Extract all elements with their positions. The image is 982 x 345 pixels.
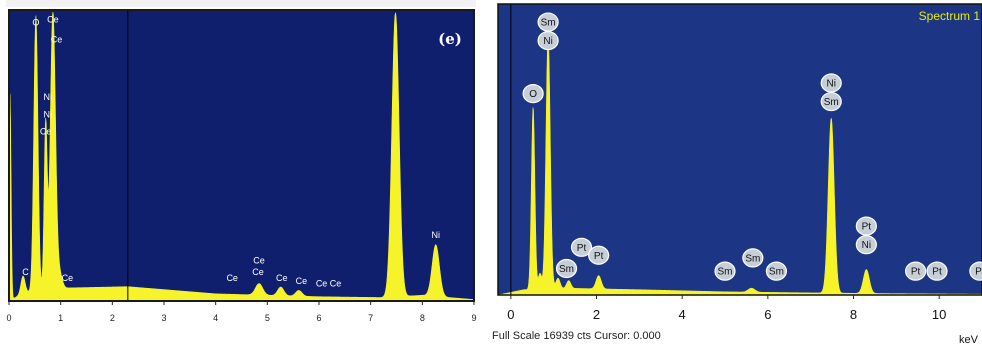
x-tick-label: 10 xyxy=(932,307,946,322)
element-label-bubble: Sm xyxy=(555,258,578,279)
x-axis-label: keV xyxy=(959,334,979,345)
x-tick-label: 3 xyxy=(161,313,166,323)
element-label-bubble: Sm xyxy=(765,261,788,281)
element-label: Ce xyxy=(51,35,63,45)
spectrum-area xyxy=(497,34,982,296)
element-label: Ce xyxy=(296,276,308,286)
bubble-shape xyxy=(742,248,764,268)
bubble-shape xyxy=(855,235,877,255)
bubble-shape xyxy=(522,83,544,104)
element-label: Ni xyxy=(543,36,552,47)
element-label-bubble: Pt xyxy=(570,237,593,257)
element-label: Ce xyxy=(330,279,342,289)
element-label: O xyxy=(32,17,39,27)
element-label-bubble: Ni xyxy=(855,235,877,255)
element-label: Ce xyxy=(62,273,74,283)
x-tick-label: 2 xyxy=(593,307,600,322)
element-label: Sm xyxy=(824,97,839,108)
bubble-shape xyxy=(537,30,559,51)
element-label: Sm xyxy=(541,18,556,29)
element-label-bubble: Pt xyxy=(588,245,610,265)
element-label: O xyxy=(529,89,537,100)
x-tick-label: 4 xyxy=(213,313,218,323)
element-label: Pt xyxy=(862,222,872,233)
element-label: Ce xyxy=(316,279,328,289)
plot-frame xyxy=(497,3,982,296)
plot-background xyxy=(498,4,982,295)
element-label: Pt xyxy=(975,267,982,278)
element-label-bubble: Sm xyxy=(742,248,764,268)
element-label: Pt xyxy=(577,243,587,254)
element-label: Ce xyxy=(47,15,59,25)
bubble-shape xyxy=(969,261,982,281)
element-label: Ce xyxy=(252,267,264,277)
spectrum-area xyxy=(8,11,475,302)
element-label: Ni xyxy=(44,92,53,102)
element-label-bubble: Sm xyxy=(537,12,559,32)
element-label: Sm xyxy=(559,264,574,275)
x-tick-label: 0 xyxy=(507,307,514,322)
left-eds-spectrum-panel: 0 1 2 3 4 5 6 7 8 9 O Ce Ce Ni Ni Ce C Ce Ce Ce Ce Ce Ce Ce Ce Ni… xyxy=(0,0,482,335)
header-strip xyxy=(6,0,476,7)
element-label-bubble: Pt xyxy=(926,261,948,281)
bubble-shape xyxy=(555,258,578,279)
element-label: Ni xyxy=(862,240,871,251)
element-label-bubble: Ni xyxy=(537,30,559,51)
element-label-bubble: Pt xyxy=(969,261,982,281)
plot-background xyxy=(9,10,474,301)
element-label-bubble: Sm xyxy=(714,261,736,281)
element-label: Sm xyxy=(745,253,760,264)
right-eds-spectrum-panel: 0246810SmNiOPtPtSmSmSmSmNiSmPtNiPtPtPtSp… xyxy=(492,0,982,345)
element-label-bubble: Pt xyxy=(855,216,877,236)
element-label: Pt xyxy=(911,267,921,278)
element-label-bubble: Pt xyxy=(905,261,927,281)
x-tick-label: 4 xyxy=(679,307,686,322)
element-label: Ce xyxy=(253,256,265,266)
x-tick-label: 0 xyxy=(6,313,11,323)
x-tick-label: 7 xyxy=(368,313,373,323)
element-label: C xyxy=(22,267,29,277)
element-label: Pt xyxy=(932,267,942,278)
x-tick-label: 2 xyxy=(110,313,115,323)
element-label: Sm xyxy=(769,267,784,278)
element-label-bubble: O xyxy=(522,83,544,104)
x-tick-label: 8 xyxy=(420,313,425,323)
x-tick-label: 8 xyxy=(850,307,857,322)
bubble-shape xyxy=(926,261,948,281)
bubble-shape xyxy=(714,261,736,281)
element-label: Sm xyxy=(718,267,733,278)
x-tick-label: 6 xyxy=(764,307,771,322)
bubble-shape xyxy=(905,261,927,281)
x-tick-label: 1 xyxy=(58,313,63,323)
x-tick-label: 6 xyxy=(316,313,321,323)
bubble-shape xyxy=(765,261,788,281)
plot-frame xyxy=(8,9,475,302)
element-label: Pt xyxy=(594,251,604,262)
spectrum-title: Spectrum 1 xyxy=(919,9,981,23)
x-tick-label: 5 xyxy=(265,313,270,323)
element-label-bubble: Sm xyxy=(820,91,842,112)
element-label: Ni xyxy=(432,230,441,240)
full-scale-cursor-readout: Full Scale 16939 cts Cursor: 0.000 xyxy=(492,330,661,342)
element-label: Ce xyxy=(276,273,288,283)
bubble-shape xyxy=(820,91,842,112)
panel-tag: (e) xyxy=(438,30,462,48)
element-label-bubble: Ni xyxy=(820,73,842,93)
bubble-shape xyxy=(588,245,610,265)
x-tick-label: 9 xyxy=(471,313,476,323)
bubble-shape xyxy=(570,237,593,257)
right-eds-spectrum-chart: 0246810SmNiOPtPtSmSmSmSmNiSmPtNiPtPtPtSp… xyxy=(497,3,982,345)
element-label: Ce xyxy=(40,127,52,137)
element-label: Ni xyxy=(827,79,836,90)
element-label: Ce xyxy=(226,273,238,283)
element-label: Ni xyxy=(44,109,53,119)
